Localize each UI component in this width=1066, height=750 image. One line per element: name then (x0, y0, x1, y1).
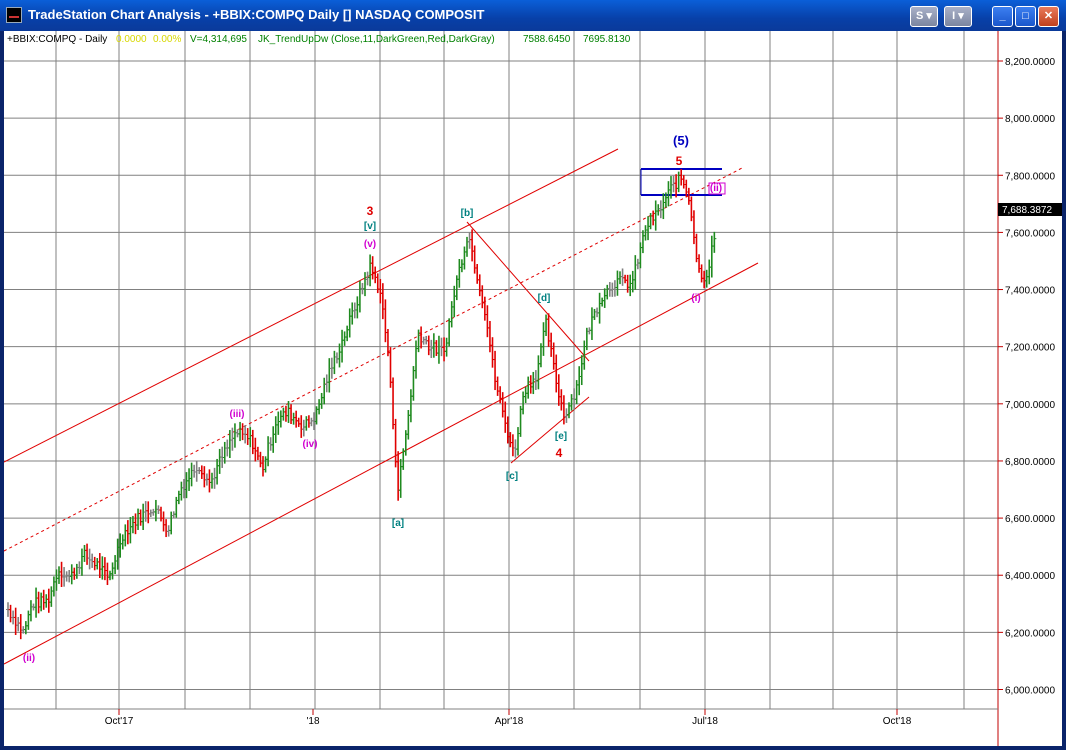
minimize-button[interactable]: _ (992, 6, 1013, 27)
price-tick-label: 7,000.0000 (1005, 400, 1055, 411)
wave-label: [d] (538, 293, 551, 304)
wave-label: [b] (461, 208, 474, 219)
wave-label: (5) (673, 133, 689, 148)
chart-area[interactable]: (ii) (iii) (iv) (v) [v] 3 [a] [b] [c] [d] [e] 4 5 (5)… (3, 31, 1062, 746)
triangle-upper-line (466, 221, 590, 362)
window-title: TradeStation Chart Analysis - +BBIX:COMP… (28, 7, 485, 22)
time-tick-label: Oct'18 (883, 716, 912, 727)
title-bar[interactable]: TradeStation Chart Analysis - +BBIX:COMP… (0, 0, 1066, 31)
time-tick-label: Jul'18 (692, 716, 718, 727)
price-tick-label: 6,600.0000 (1005, 514, 1055, 525)
price-tick-label: 7,400.0000 (1005, 286, 1055, 297)
close-button[interactable]: ✕ (1038, 6, 1059, 27)
wave-label: 4 (556, 446, 563, 460)
i-menu-button[interactable]: I ▾ (944, 6, 972, 27)
price-tick-label: 6,200.0000 (1005, 628, 1055, 639)
price-tick-label: 8,000.0000 (1005, 114, 1055, 125)
price-tick-label: 7,800.0000 (1005, 171, 1055, 182)
time-tick-label: Apr'18 (495, 716, 524, 727)
channel-median-line (3, 166, 745, 552)
price-tick-label: 8,200.0000 (1005, 57, 1055, 68)
price-tick-label: 6,000.0000 (1005, 686, 1055, 697)
wave-label: (i) (691, 293, 700, 304)
wave-label: 3 (367, 204, 374, 218)
triangle-lower-line (510, 396, 590, 464)
current-price-label: 7,688.3872 (1002, 205, 1052, 216)
volume-label: V=4,314,695 (190, 34, 247, 45)
channel-upper-line (3, 148, 619, 463)
price-bar (712, 231, 717, 253)
change-percent: 0.00% (153, 34, 181, 45)
indicator-label: JK_TrendUpDw (Close,11,DarkGreen,Red,Dar… (258, 34, 495, 45)
price-tick-label: 6,400.0000 (1005, 571, 1055, 582)
wave-label: [v] (364, 221, 376, 232)
time-tick-label: Oct'17 (105, 716, 134, 727)
wave-label: 5 (676, 154, 683, 168)
price-tick-label: 6,800.0000 (1005, 457, 1055, 468)
price-tick-label: 7,600.0000 (1005, 228, 1055, 239)
price-tick-label: 7,200.0000 (1005, 343, 1055, 354)
tradestation-icon[interactable] (6, 7, 22, 23)
wave-label: (iii) (230, 409, 245, 420)
change-value: 0.0000 (116, 34, 147, 45)
wave-label: [e] (555, 431, 567, 442)
channel-lower-line (3, 262, 759, 665)
wave-label: (v) (364, 239, 376, 250)
price-chart[interactable]: (ii) (iii) (iv) (v) [v] 3 [a] [b] [c] [d] [e] 4 5 (5)… (3, 31, 1062, 746)
current-price-marker (998, 203, 1062, 216)
wave-label: (iv) (303, 439, 318, 450)
wave-label-box (708, 182, 726, 195)
maximize-button[interactable]: □ (1015, 6, 1036, 27)
symbol-label: +BBIX:COMPQ - Daily (7, 34, 107, 45)
wave-label: [c] (506, 471, 518, 482)
wave-label: [a] (392, 518, 404, 529)
wave-label: (ii) (23, 653, 35, 664)
time-tick-label: '18 (306, 716, 319, 727)
indicator-value-2: 7695.8130 (583, 34, 631, 45)
indicator-value-1: 7588.6450 (523, 34, 571, 45)
wave-label: (ii) (710, 183, 722, 194)
s-menu-button[interactable]: S ▾ (910, 6, 938, 27)
